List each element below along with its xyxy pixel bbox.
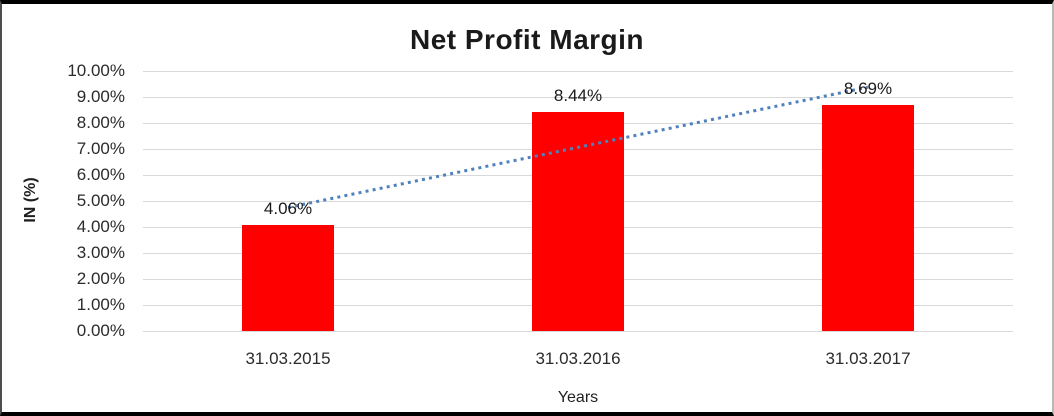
y-tick-label: 4.00% — [76, 217, 125, 236]
bar — [822, 105, 914, 331]
x-tick-label: 31.03.2016 — [535, 349, 621, 368]
data-label: 8.69% — [843, 79, 893, 99]
y-tick-label: 5.00% — [76, 191, 125, 210]
gridline — [143, 71, 1013, 72]
y-tick-label: 6.00% — [76, 165, 125, 184]
y-tick-label: 8.00% — [76, 113, 125, 132]
bar — [242, 225, 334, 331]
y-tick-label: 7.00% — [76, 139, 125, 158]
y-tick-label: 9.00% — [76, 87, 125, 106]
gridline — [143, 97, 1013, 98]
y-tick-label: 3.00% — [76, 243, 125, 262]
chart-title: Net Profit Margin — [409, 24, 645, 55]
data-label: 8.44% — [553, 85, 603, 105]
x-tick-label: 31.03.2015 — [245, 349, 331, 368]
y-tick-label: 10.00% — [67, 61, 125, 80]
x-axis-title: Years — [557, 389, 599, 406]
trendline — [287, 85, 869, 210]
y-tick-label: 1.00% — [76, 295, 125, 314]
data-label: 4.06% — [263, 199, 313, 219]
y-tick-label: 2.00% — [76, 269, 125, 288]
y-tick-label: 0.00% — [76, 321, 125, 340]
gridline — [143, 331, 1013, 332]
x-tick-label: 31.03.2017 — [825, 349, 911, 368]
plot-area: 4.06% 8.44% 8.69% — [143, 71, 1013, 332]
